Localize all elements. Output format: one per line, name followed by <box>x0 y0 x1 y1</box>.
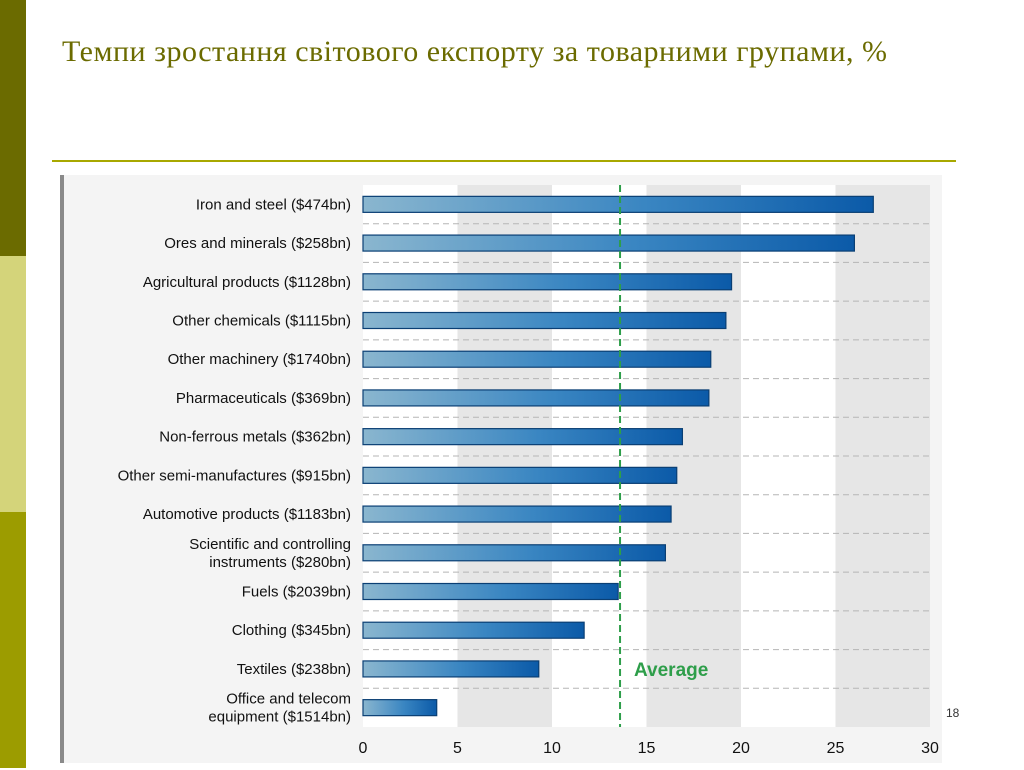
bar <box>362 699 438 717</box>
side-bar-bottom <box>0 512 26 768</box>
bar <box>362 544 666 562</box>
x-tick-label: 20 <box>732 740 750 757</box>
bar <box>362 660 540 678</box>
export-growth-chart: Iron and steel ($474bn) Ores and minerals… <box>60 175 942 763</box>
title-rule <box>52 160 956 162</box>
x-tick-label: 30 <box>921 740 939 757</box>
category-label: Non-ferrous metals ($362bn) <box>159 429 351 446</box>
x-tick-label: 15 <box>638 740 656 757</box>
category-label: Other machinery ($1740bn) <box>168 351 351 368</box>
category-label: Pharmaceuticals ($369bn) <box>176 390 351 407</box>
x-tick-label: 10 <box>543 740 561 757</box>
bar <box>362 582 619 601</box>
category-label: Other chemicals ($1115bn) <box>172 313 351 330</box>
category-label: Other semi-manufactures ($915bn) <box>118 467 351 484</box>
bar <box>362 621 585 639</box>
bar <box>362 350 712 368</box>
average-label: Average <box>634 660 708 681</box>
x-tick-label: 0 <box>359 740 368 757</box>
category-label: Ores and minerals ($258bn) <box>164 235 351 252</box>
side-bar-top <box>0 0 26 256</box>
side-bar-middle <box>0 256 26 512</box>
bar <box>362 311 727 330</box>
bar <box>362 195 874 213</box>
category-label: Clothing ($345bn) <box>232 622 351 639</box>
category-label: Fuels ($2039bn) <box>242 584 351 601</box>
bar <box>362 505 672 523</box>
x-tick-label: 5 <box>453 740 462 757</box>
x-tick-label: 25 <box>827 740 845 757</box>
slide-title: Темпи зростання світового експорту за то… <box>62 35 888 68</box>
page-number: 18 <box>946 706 960 720</box>
bar <box>362 466 678 484</box>
bar <box>362 273 733 291</box>
category-label: Automotive products ($1183bn) <box>143 506 351 523</box>
category-label: Textiles ($238bn) <box>237 661 351 678</box>
category-label: Iron and steel ($474bn) <box>196 196 351 213</box>
category-label: Office and telecom equipment ($1514bn) <box>208 691 351 726</box>
bar <box>362 234 855 252</box>
category-label: Agricultural products ($1128bn) <box>143 274 351 291</box>
bar <box>362 389 710 407</box>
category-label: Scientific and controlling instruments ($… <box>189 536 351 571</box>
chart-container: Iron and steel ($474bn) Ores and minerals… <box>58 175 943 765</box>
chart-left-edge <box>60 175 64 763</box>
bar <box>362 428 684 446</box>
